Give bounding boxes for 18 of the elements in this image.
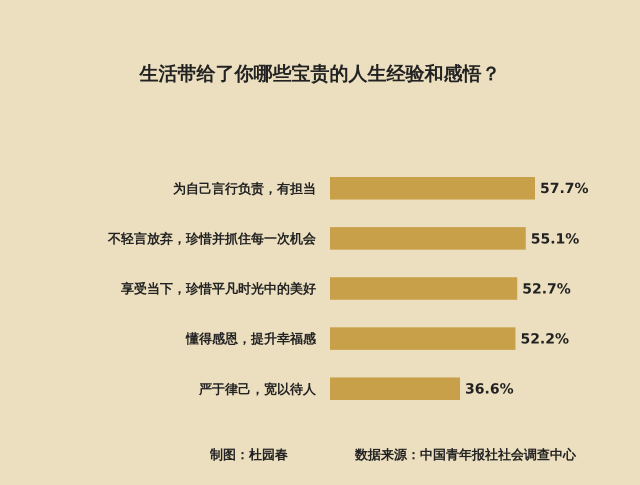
source-note: 数据来源：中国青年报社社会调查中心 bbox=[354, 447, 577, 463]
bar bbox=[330, 227, 526, 250]
data-label: 52.7% bbox=[522, 281, 571, 298]
y-tick-label: 享受当下，珍惜平凡时光中的美好 bbox=[120, 281, 316, 298]
bar bbox=[330, 177, 535, 200]
y-tick-label: 懂得感恩，提升幸福感 bbox=[185, 331, 317, 348]
data-label: 55.1% bbox=[530, 231, 580, 248]
bar bbox=[330, 277, 518, 300]
bar bbox=[330, 327, 516, 350]
chart-title: 生活带给了你哪些宝贵的人生经验和感悟？ bbox=[138, 63, 500, 85]
data-label: 36.6% bbox=[465, 382, 514, 398]
text: 制图：杜园春 bbox=[209, 448, 288, 463]
y-tick-label: 严于律己，宽以待人 bbox=[198, 381, 317, 398]
y-tick-label: 为自己言行负责，有担当 bbox=[173, 180, 316, 197]
data-label: 57.7% bbox=[540, 181, 589, 198]
bar bbox=[330, 377, 460, 400]
y-tick-label: 不轻言放弃，珍惜并抓住每一次机会 bbox=[107, 230, 317, 247]
data-label: 52.2% bbox=[520, 332, 570, 348]
